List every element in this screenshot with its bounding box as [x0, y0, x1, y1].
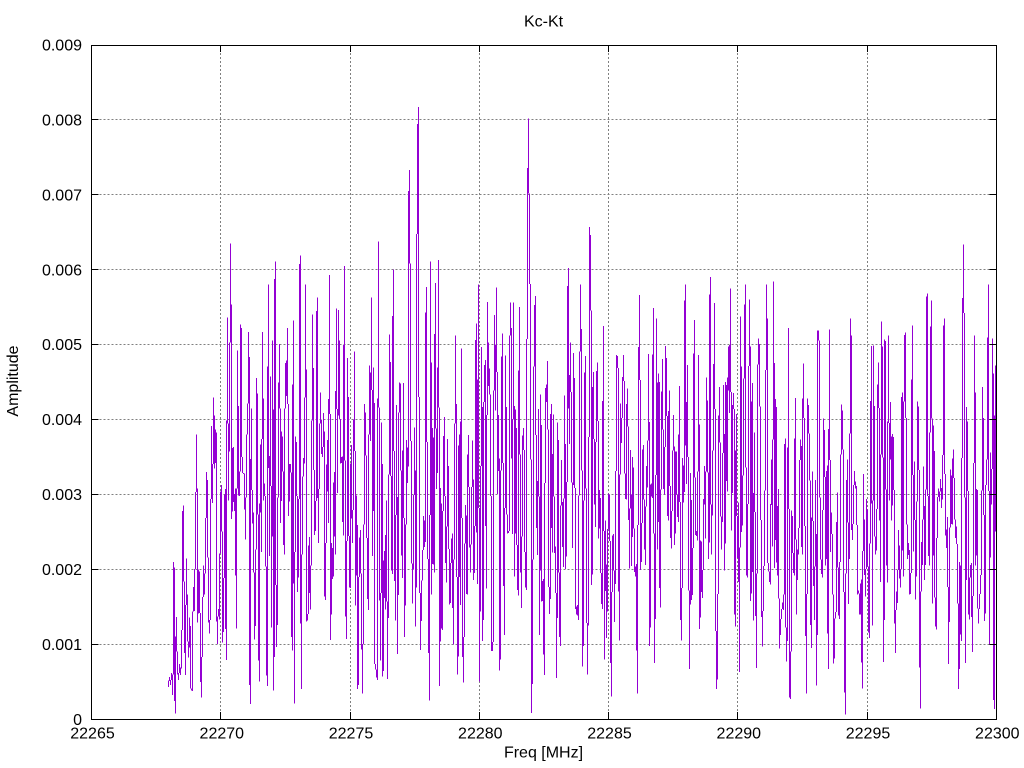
svg-text:0.005: 0.005: [42, 337, 82, 354]
svg-text:22300: 22300: [975, 726, 1020, 743]
svg-text:0.002: 0.002: [42, 562, 82, 579]
svg-text:0: 0: [73, 712, 82, 729]
svg-text:22290: 22290: [717, 726, 762, 743]
svg-text:Amplitude: Amplitude: [5, 345, 22, 416]
svg-text:0.003: 0.003: [42, 487, 82, 504]
svg-text:22275: 22275: [329, 726, 374, 743]
svg-text:22295: 22295: [846, 726, 891, 743]
svg-text:22270: 22270: [200, 726, 245, 743]
svg-text:0.001: 0.001: [42, 637, 82, 654]
svg-text:0.004: 0.004: [42, 412, 82, 429]
svg-text:0.007: 0.007: [42, 187, 82, 204]
svg-text:22280: 22280: [458, 726, 503, 743]
svg-text:0.009: 0.009: [42, 38, 82, 55]
svg-text:0.008: 0.008: [42, 113, 82, 130]
svg-text:22285: 22285: [587, 726, 632, 743]
svg-text:22265: 22265: [70, 726, 115, 743]
svg-text:Freq [MHz]: Freq [MHz]: [504, 745, 583, 762]
svg-text:0.006: 0.006: [42, 262, 82, 279]
svg-text:Kc-Kt: Kc-Kt: [524, 13, 564, 30]
